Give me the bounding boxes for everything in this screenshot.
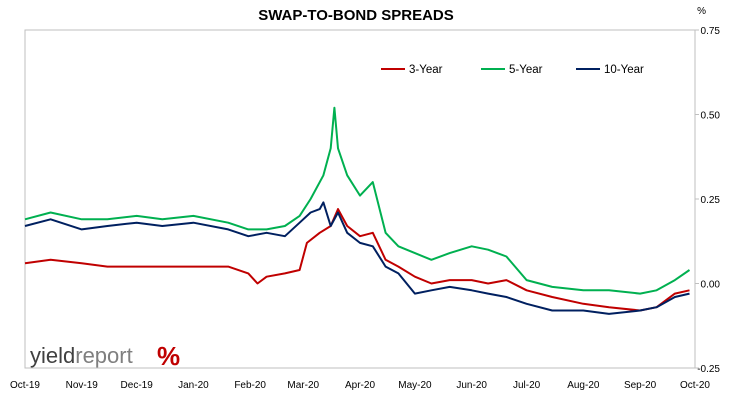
chart-title: SWAP-TO-BOND SPREADS (258, 7, 454, 24)
y-axis: 0.75 0.50 0.25 0.00 -0.25 (695, 26, 720, 375)
x-tick-label: Feb-20 (234, 380, 266, 391)
x-tick-label: Oct-19 (10, 380, 40, 391)
x-tick-label: Jun-20 (456, 380, 487, 391)
x-tick-label: Sep-20 (624, 380, 657, 391)
logo-text-yield: yield (30, 343, 75, 368)
x-tick-label: Apr-20 (345, 380, 375, 391)
y-tick-label: 0.25 (701, 195, 721, 206)
y-tick-label: 0.50 (701, 111, 721, 122)
legend-label-10-year: 10-Year (604, 64, 644, 76)
x-tick-label: Jul-20 (513, 380, 541, 391)
series-layer (24, 106, 691, 315)
y-axis-unit-label: % (697, 6, 706, 17)
x-tick-label: Dec-19 (121, 380, 154, 391)
legend-label-5-year: 5-Year (509, 64, 543, 76)
series-line-3-year (24, 208, 690, 312)
y-tick-label: 0.00 (701, 280, 721, 291)
logo-percent-icon: % (157, 341, 180, 371)
svg-text:yieldreport: yieldreport (30, 343, 133, 368)
y-tick-label: 0.75 (701, 26, 721, 37)
x-axis: Oct-19 Nov-19 Dec-19 Jan-20 Feb-20 Mar-20 Apr-… (10, 380, 710, 391)
x-tick-label: Oct-20 (680, 380, 710, 391)
plot-area-border (24, 29, 696, 369)
yieldreport-logo: yieldreport % (30, 341, 180, 371)
x-tick-label: Mar-20 (287, 380, 319, 391)
x-tick-label: Jan-20 (178, 380, 209, 391)
x-tick-label: Aug-20 (567, 380, 600, 391)
legend-label-3-year: 3-Year (409, 64, 443, 76)
x-tick-label: Nov-19 (66, 380, 99, 391)
logo-text-report: report (75, 343, 132, 368)
x-tick-label: May-20 (398, 380, 432, 391)
y-tick-label: -0.25 (697, 364, 720, 375)
series-line-5-year (24, 106, 691, 295)
series-line-10-year (24, 201, 690, 315)
legend: 3-Year 5-Year 10-Year (381, 64, 644, 76)
